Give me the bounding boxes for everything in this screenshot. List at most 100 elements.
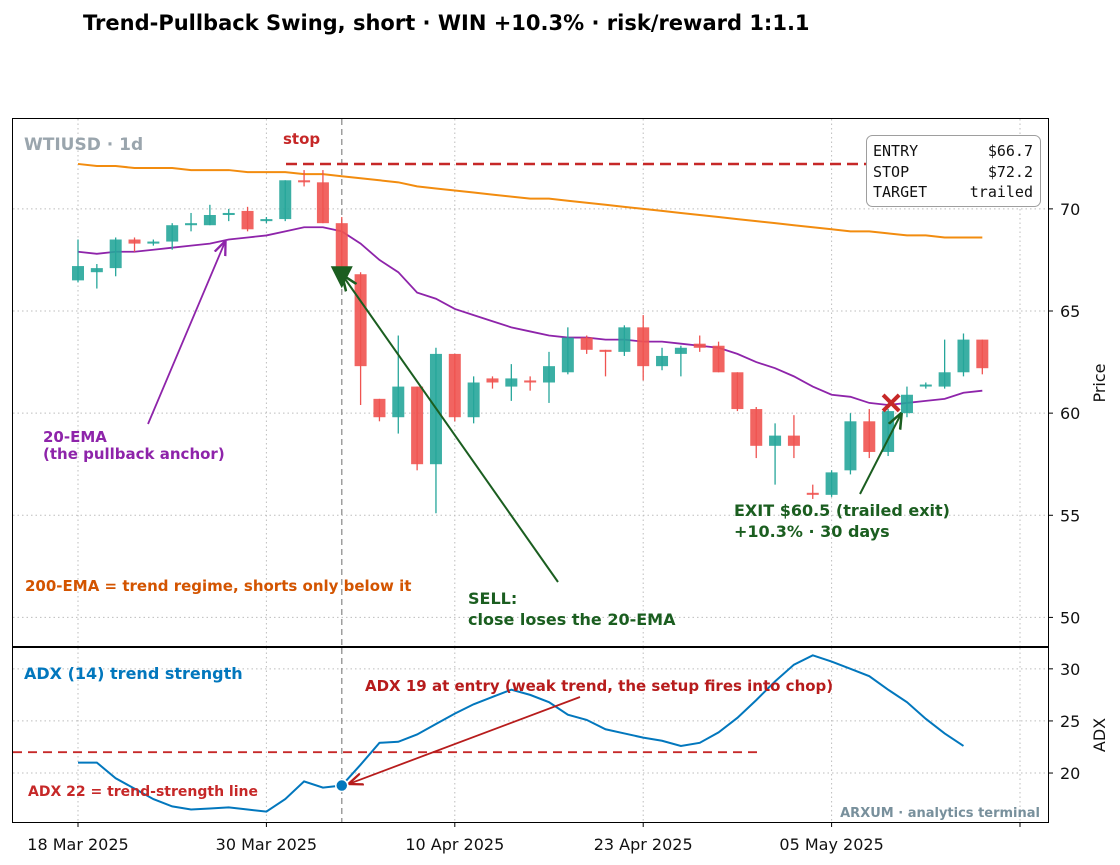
candle-body xyxy=(486,378,499,383)
candle xyxy=(411,386,424,471)
candle-body xyxy=(505,378,518,387)
candle-body xyxy=(524,380,537,383)
sell-label-line2: close loses the 20-EMA xyxy=(468,610,676,629)
candle-body xyxy=(411,386,424,465)
candle-body xyxy=(637,327,650,367)
ema20-arrow xyxy=(147,242,225,425)
candle-body xyxy=(580,337,593,350)
candle xyxy=(674,345,687,377)
adx-y-label: 20 xyxy=(1060,764,1080,783)
info-entry-value: $66.7 xyxy=(988,142,1033,160)
candle-body xyxy=(900,394,913,414)
candle-body xyxy=(938,372,951,387)
candle xyxy=(166,223,179,250)
candle-body xyxy=(731,372,744,410)
ema200-label: 200-EMA = trend regime, shorts only belo… xyxy=(25,577,411,595)
candle xyxy=(844,413,857,475)
candle xyxy=(561,327,574,375)
info-stop-value: $72.2 xyxy=(988,163,1033,181)
adx-entry-arrow xyxy=(350,696,581,784)
price-axis-label: Price xyxy=(1090,363,1109,402)
sell-arrow xyxy=(343,276,559,583)
candle-body xyxy=(806,492,819,495)
candle-body xyxy=(467,382,480,418)
exit-label-line1: EXIT $60.5 (trailed exit) xyxy=(734,501,950,520)
chart-title: Trend-Pullback Swing, short · WIN +10.3%… xyxy=(83,11,810,35)
adx-threshold-label: ADX 22 = trend-strength line xyxy=(28,784,258,800)
candle xyxy=(467,376,480,424)
adx-layer xyxy=(13,648,965,822)
adx-y-label: 25 xyxy=(1060,712,1080,731)
candle xyxy=(222,208,235,222)
candle-body xyxy=(354,274,367,367)
candle xyxy=(825,470,838,497)
candle xyxy=(524,376,537,391)
x-tick-label: 10 Apr 2025 xyxy=(405,835,504,854)
candle-body xyxy=(335,223,348,275)
x-tick-label: 30 Mar 2025 xyxy=(216,835,317,854)
candle xyxy=(241,206,254,232)
axis-layer: 18 Mar 2025 30 Mar 2025 10 Apr 2025 23 Apr … xyxy=(27,200,1080,854)
info-target-value: trailed xyxy=(970,183,1033,201)
candle xyxy=(618,325,631,356)
candle-body xyxy=(750,409,763,446)
candle-body xyxy=(147,241,160,244)
candle-body xyxy=(90,268,103,273)
info-target-key: TARGET xyxy=(873,183,927,201)
candle xyxy=(787,415,800,459)
price-y-label: 50 xyxy=(1060,608,1080,627)
stop-label: stop xyxy=(283,130,320,148)
candle xyxy=(731,372,744,412)
candle xyxy=(298,170,311,187)
candle-body xyxy=(656,355,669,367)
candle xyxy=(769,423,782,485)
candle-body xyxy=(543,366,555,383)
candle-body xyxy=(863,421,876,452)
candle-body xyxy=(166,225,179,242)
candle xyxy=(637,315,650,381)
candle-body xyxy=(561,337,574,373)
candle-body xyxy=(976,339,989,369)
candle-body xyxy=(185,223,198,226)
candle-body xyxy=(769,435,782,446)
symbol-label: WTIUSD · 1d xyxy=(24,135,143,155)
candle xyxy=(335,217,348,275)
candle-body xyxy=(787,435,800,446)
ema20-label-line1: 20-EMA xyxy=(43,428,107,446)
candle xyxy=(693,335,706,352)
candle xyxy=(354,272,367,405)
candle-body xyxy=(392,386,405,418)
candle xyxy=(656,347,669,371)
watermark: ARXUM · analytics terminal xyxy=(840,806,1040,821)
adx-line xyxy=(78,654,965,813)
grid-layer xyxy=(13,119,1048,822)
candle-body xyxy=(712,345,725,373)
candle-body xyxy=(599,349,612,352)
candle xyxy=(505,364,518,401)
candle-body xyxy=(674,347,687,354)
candle-body xyxy=(844,421,857,471)
candle-body xyxy=(222,212,235,216)
ema200-line xyxy=(77,162,983,239)
candle xyxy=(957,333,970,377)
price-y-label: 55 xyxy=(1060,506,1080,525)
candle-body xyxy=(373,398,386,418)
candle xyxy=(429,347,442,514)
candle-body xyxy=(618,327,631,352)
candle-body xyxy=(203,215,216,226)
candle xyxy=(863,409,876,459)
candle-body xyxy=(298,180,311,183)
adx-entry-annotation: ADX 19 at entry (weak trend, the setup f… xyxy=(365,677,833,695)
price-y-label: 65 xyxy=(1060,302,1080,321)
adx-axis-label: ADX xyxy=(1090,718,1109,752)
candle xyxy=(316,170,329,224)
exit-marker xyxy=(881,393,901,413)
candle xyxy=(128,237,141,252)
candle xyxy=(976,339,989,375)
adx-entry-dot xyxy=(335,778,349,793)
candle-body xyxy=(72,266,84,281)
candle xyxy=(806,484,819,499)
candle xyxy=(147,239,160,246)
candle xyxy=(448,353,461,422)
candle-body xyxy=(109,239,122,269)
